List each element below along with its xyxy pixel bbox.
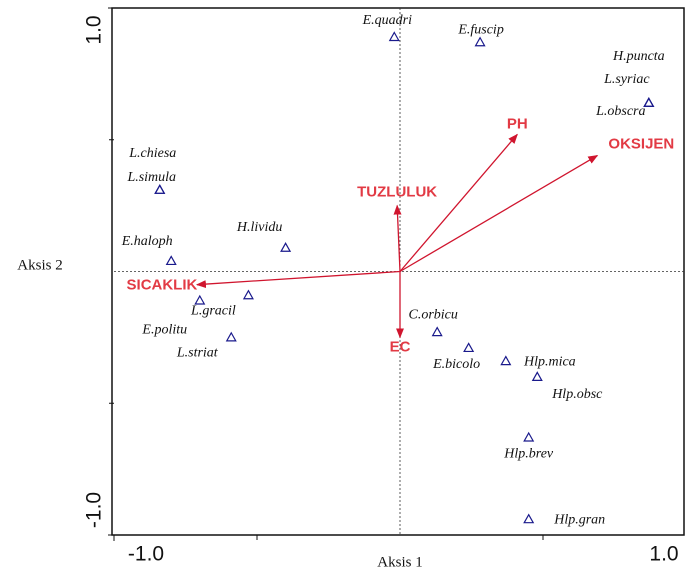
species-label: L.striat (176, 346, 219, 361)
species-label: Hlp.gran (553, 512, 605, 527)
biplot-arrow (399, 133, 518, 272)
species-label: Hlp.brev (503, 447, 554, 462)
species-label: E.fuscip (457, 22, 504, 37)
biplot-arrow (393, 204, 402, 272)
x-tick-label: -1.0 (128, 543, 164, 566)
biplot-arrow (195, 270, 401, 289)
species-point (194, 294, 206, 305)
species-point (474, 36, 486, 47)
y-tick-label: -1.0 (83, 492, 106, 528)
arrow-label: TUZLULUK (357, 184, 437, 201)
species-label: Hlp.mica (523, 354, 576, 369)
species-point (388, 31, 400, 42)
y-tick-label: 1.0 (83, 15, 106, 44)
species-label: H.lividu (236, 220, 283, 235)
species-point (523, 431, 535, 442)
species-point (523, 513, 535, 524)
species-label: L.obscra (595, 104, 645, 119)
species-point (242, 289, 254, 300)
arrow-label: OKSIJEN (608, 136, 674, 153)
arrow-label: SICAKLIK (127, 277, 198, 294)
species-point (500, 355, 512, 366)
species-label: E.bicolo (432, 357, 480, 372)
species-point (280, 242, 292, 252)
species-point (643, 97, 655, 107)
x-tick-label: 1.0 (649, 543, 678, 566)
species-point (225, 331, 237, 342)
species-point (431, 326, 443, 337)
species-label: E.politu (141, 323, 187, 338)
biplot-arrow (399, 154, 599, 273)
species-label: E.quadri (362, 13, 413, 28)
species-label: L.gracil (190, 303, 236, 318)
arrow-label: EC (390, 338, 411, 355)
species-label: Hlp.obsc (551, 387, 603, 402)
y-axis-label: Aksis 2 (17, 257, 62, 273)
species-label: L.simula (126, 170, 176, 185)
species-label: L.syriac (603, 72, 650, 87)
species-point (165, 255, 177, 266)
arrow-label: PH (507, 115, 528, 132)
species-point (154, 184, 166, 194)
species-label: H.puncta (612, 49, 665, 64)
x-axis-label: Aksis 1 (377, 554, 422, 570)
species-label: E.haloph (121, 234, 173, 249)
species-point (531, 371, 543, 381)
species-label: L.chiesa (128, 146, 176, 161)
species-point (463, 342, 475, 353)
species-label: C.orbicu (408, 307, 457, 322)
